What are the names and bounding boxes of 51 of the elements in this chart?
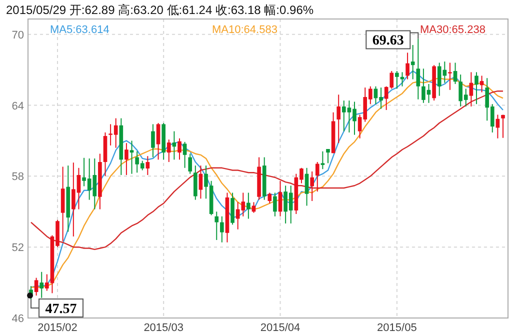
- candlestick: [188, 153, 192, 174]
- candlestick: [400, 72, 404, 87]
- candlestick: [406, 52, 410, 80]
- candlestick: [198, 165, 203, 200]
- candlestick: [193, 165, 198, 200]
- candlestick: [151, 124, 155, 158]
- candlestick: [156, 122, 160, 160]
- candlestick: [146, 156, 150, 176]
- annotation: 69.63: [372, 34, 404, 49]
- candlestick: [304, 167, 309, 206]
- candlestick: [268, 192, 272, 204]
- x-tick-label: 2015/03: [144, 322, 184, 334]
- candlestick: [448, 62, 452, 90]
- candlestick: [315, 162, 320, 192]
- y-tick-label: 52: [12, 242, 24, 254]
- candlestick: [178, 138, 182, 160]
- candlestick: [501, 114, 505, 138]
- candlestick: [252, 202, 256, 214]
- x-tick-label: 2015/05: [377, 322, 417, 334]
- x-tick-label: 2015/04: [260, 322, 300, 334]
- candlestick: [336, 94, 341, 144]
- candlestick: [214, 211, 219, 240]
- y-tick-label: 58: [12, 171, 24, 184]
- chart-title: 2015/05/29 开:62.89 高:63.20 低:61.24 收:63.18 幅:0.96%: [6, 3, 314, 17]
- text: MA5:63.614: [50, 24, 110, 36]
- candlestick: [410, 44, 415, 80]
- candlestick: [474, 72, 478, 105]
- candlestick: [320, 150, 325, 170]
- candlestick: [166, 139, 171, 162]
- candlestick: [182, 141, 187, 168]
- candlestick: [273, 192, 277, 217]
- x-tick-label: 2015/02: [38, 322, 78, 334]
- candlestick: [453, 62, 458, 84]
- text: MA10:64.583: [212, 24, 278, 36]
- text: MA30:65.238: [420, 24, 486, 36]
- candlestick: [310, 170, 314, 202]
- annotation: 47.57: [45, 302, 77, 317]
- candlestick: [220, 216, 224, 243]
- candlestick: [278, 180, 282, 217]
- y-tick-label: 70: [12, 29, 24, 42]
- y-tick-label: 46: [12, 313, 24, 325]
- candlestick: [130, 140, 134, 174]
- y-tick-label: 64: [12, 100, 24, 112]
- candlestick: [469, 72, 474, 107]
- candlestick: [326, 148, 330, 164]
- candlestick: [34, 277, 38, 296]
- candlestick: [246, 192, 250, 220]
- candlestick: [124, 142, 128, 176]
- candlestick: [416, 38, 420, 100]
- candlestick: [395, 70, 399, 90]
- candlestick: [40, 271, 44, 298]
